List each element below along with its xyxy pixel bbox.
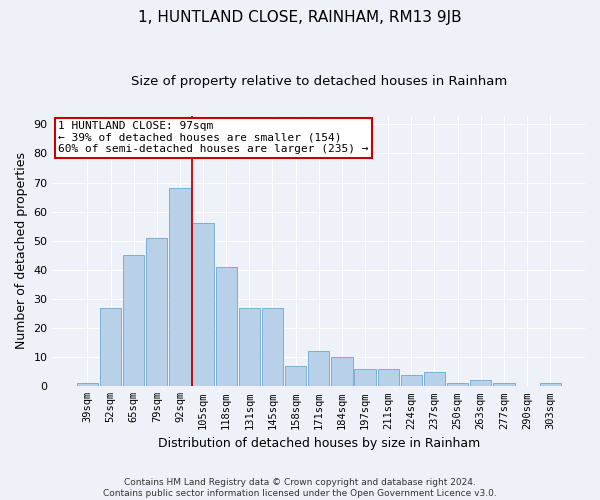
Bar <box>169 188 191 386</box>
Bar <box>215 267 237 386</box>
Bar <box>193 224 214 386</box>
Bar <box>239 308 260 386</box>
Bar <box>355 369 376 386</box>
Bar <box>100 308 121 386</box>
Bar <box>401 374 422 386</box>
Text: Contains HM Land Registry data © Crown copyright and database right 2024.
Contai: Contains HM Land Registry data © Crown c… <box>103 478 497 498</box>
Bar <box>470 380 491 386</box>
X-axis label: Distribution of detached houses by size in Rainham: Distribution of detached houses by size … <box>158 437 480 450</box>
Bar <box>424 372 445 386</box>
Bar <box>77 384 98 386</box>
Text: 1, HUNTLAND CLOSE, RAINHAM, RM13 9JB: 1, HUNTLAND CLOSE, RAINHAM, RM13 9JB <box>138 10 462 25</box>
Bar <box>308 352 329 386</box>
Y-axis label: Number of detached properties: Number of detached properties <box>15 152 28 350</box>
Title: Size of property relative to detached houses in Rainham: Size of property relative to detached ho… <box>131 75 507 88</box>
Bar <box>146 238 167 386</box>
Bar <box>377 369 399 386</box>
Bar <box>331 357 353 386</box>
Bar <box>493 384 515 386</box>
Bar <box>447 384 468 386</box>
Bar <box>123 256 145 386</box>
Bar <box>539 384 561 386</box>
Bar <box>262 308 283 386</box>
Text: 1 HUNTLAND CLOSE: 97sqm
← 39% of detached houses are smaller (154)
60% of semi-d: 1 HUNTLAND CLOSE: 97sqm ← 39% of detache… <box>58 121 368 154</box>
Bar <box>285 366 306 386</box>
